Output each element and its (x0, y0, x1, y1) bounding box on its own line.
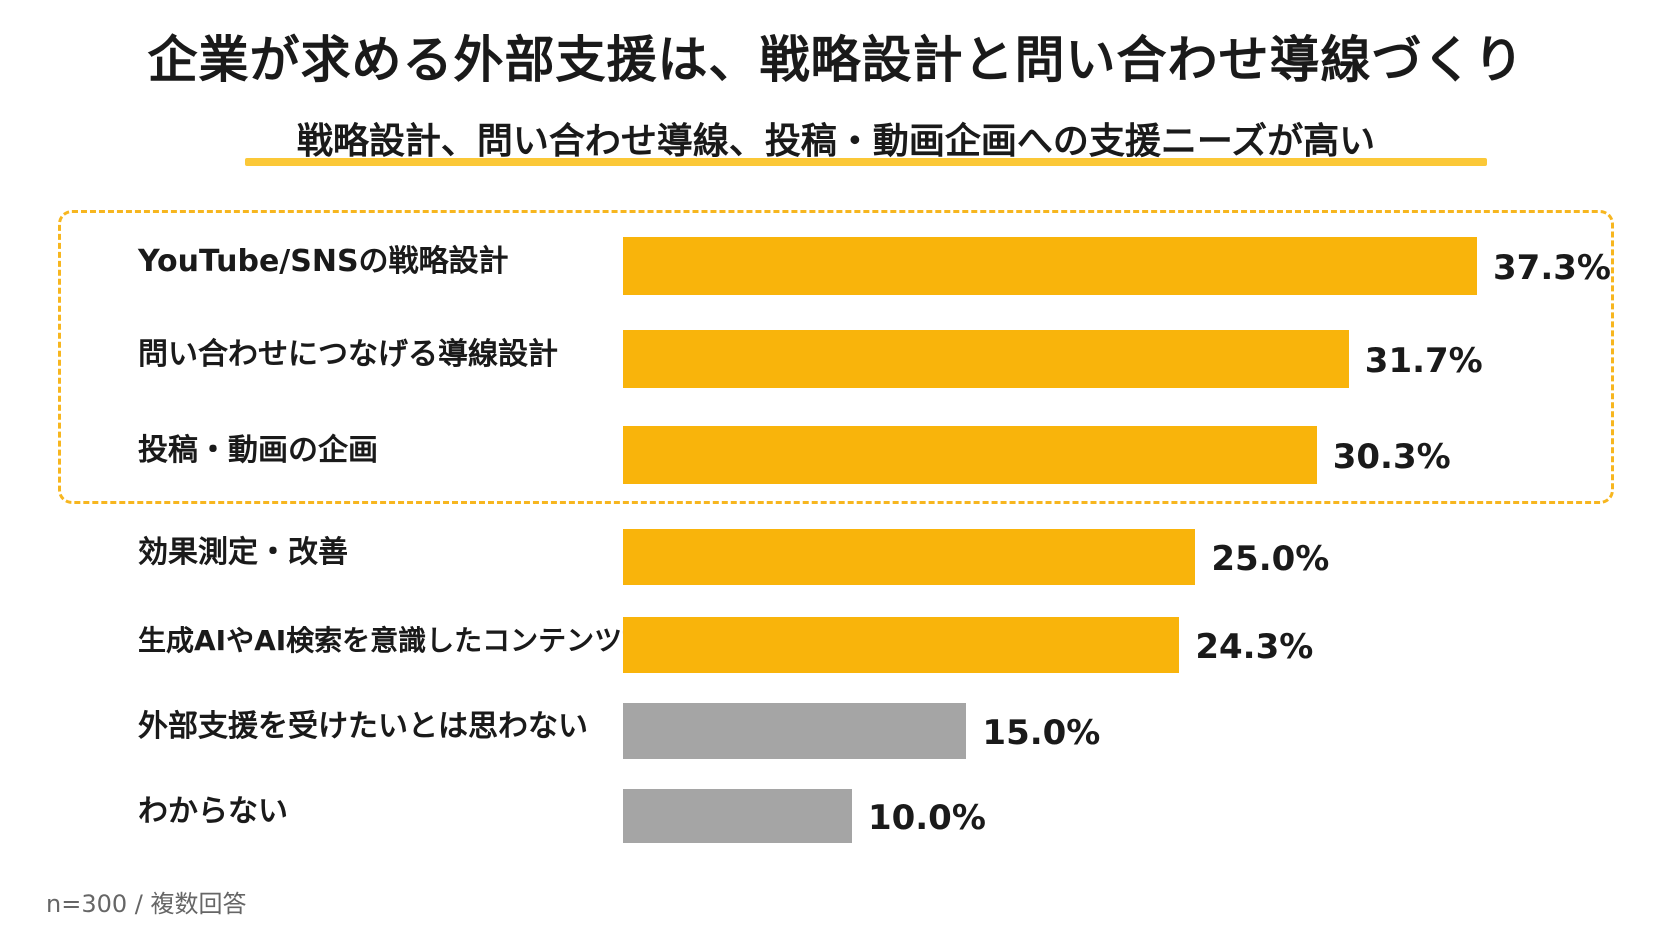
bar (623, 789, 852, 843)
value-label: 15.0% (982, 713, 1101, 753)
sample-size-note: n=300 / 複数回答 (46, 890, 247, 918)
bar (623, 617, 1180, 673)
value-label: 24.3% (1195, 627, 1314, 667)
chart-title: 企業が求める外部支援は、戦略設計と問い合わせ導線づくり (147, 31, 1525, 89)
category-label: 投稿・動画の企画 (138, 433, 378, 468)
subtitle-underline (245, 158, 1487, 166)
value-label: 25.0% (1211, 539, 1330, 579)
bar (623, 426, 1317, 484)
value-label: 37.3% (1493, 248, 1611, 288)
category-label: 生成AIやAI検索を意識したコンテンツ設計 (138, 624, 679, 657)
bar (623, 703, 967, 759)
category-label: 外部支援を受けたいとは思わない (138, 709, 588, 744)
category-label: 効果測定・改善 (138, 535, 348, 570)
bar (623, 529, 1196, 585)
bar (623, 330, 1349, 388)
value-label: 10.0% (867, 798, 986, 838)
bar (623, 237, 1477, 295)
value-label: 30.3% (1332, 437, 1451, 477)
value-label: 31.7% (1364, 341, 1483, 381)
category-label: YouTube/SNSの戦略設計 (138, 244, 509, 279)
highlight-box (58, 210, 1614, 504)
chart-subtitle: 戦略設計、問い合わせ導線、投稿・動画企画への支援ニーズが高い (296, 121, 1376, 162)
category-label: わからない (138, 794, 288, 829)
category-label: 問い合わせにつなげる導線設計 (138, 337, 558, 372)
